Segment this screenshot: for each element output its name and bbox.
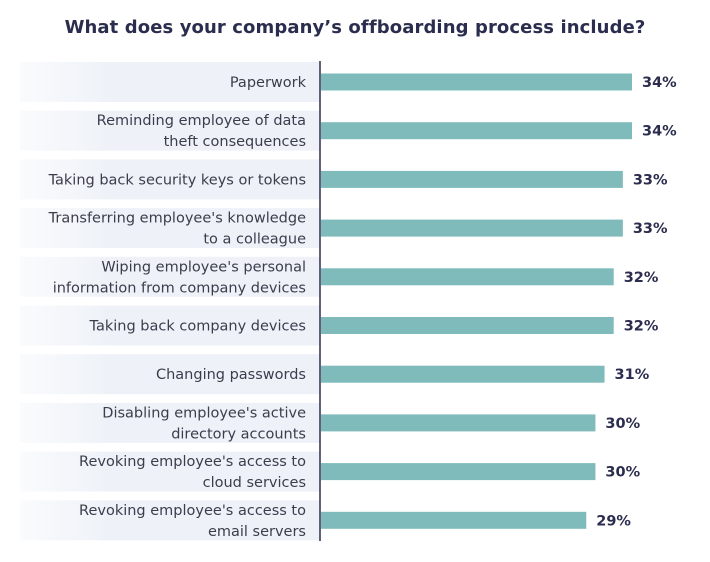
category-label: Wiping employee's personal information fr… xyxy=(53,259,306,296)
category-label-line: Taking back security keys or tokens xyxy=(48,172,306,188)
category-label-line: Paperwork xyxy=(230,75,307,91)
row-background xyxy=(20,159,320,200)
value-label: 31% xyxy=(615,367,650,383)
bar xyxy=(321,511,587,529)
category-label-line: email servers xyxy=(208,524,306,540)
bar xyxy=(321,463,596,481)
bar xyxy=(321,122,632,140)
category-label-line: Wiping employee's personal xyxy=(101,259,306,275)
bar xyxy=(321,268,614,286)
row-background xyxy=(20,354,320,395)
category-label: Taking back company devices xyxy=(89,319,306,335)
row-background xyxy=(20,62,320,102)
value-label: 30% xyxy=(605,465,640,481)
category-label-line: Revoking employee's access to xyxy=(79,454,306,470)
row-background xyxy=(20,402,320,443)
bar xyxy=(321,73,632,91)
value-label: 33% xyxy=(633,221,668,237)
category-label: Taking back security keys or tokens xyxy=(48,172,306,188)
value-label: 34% xyxy=(642,75,677,91)
category-label-line: information from company devices xyxy=(53,280,306,296)
category-label-line: cloud services xyxy=(203,475,306,491)
value-label: 29% xyxy=(596,513,631,529)
bar xyxy=(321,219,623,237)
category-label: Disabling employee's active directory acc… xyxy=(102,405,306,442)
bar xyxy=(321,414,596,432)
bar xyxy=(321,170,623,188)
value-label: 33% xyxy=(633,172,668,188)
category-label-line: to a colleague xyxy=(203,232,306,248)
category-label-line: Disabling employee's active xyxy=(102,405,306,421)
category-label: Changing passwords xyxy=(156,367,306,383)
category-label-line: Taking back company devices xyxy=(89,319,306,335)
category-label: Revoking employee's access to email serve… xyxy=(79,503,306,540)
row-background xyxy=(20,256,320,297)
value-label: 32% xyxy=(624,319,659,335)
row-background xyxy=(20,208,320,249)
row-background xyxy=(20,451,320,492)
value-label: 30% xyxy=(605,416,640,432)
row-background xyxy=(20,500,320,541)
category-label: Paperwork xyxy=(230,75,307,91)
category-label: Reminding employee of data theft conseque… xyxy=(97,113,306,150)
category-label-line: theft consequences xyxy=(164,134,306,150)
value-label: 32% xyxy=(624,270,659,286)
bar xyxy=(321,317,614,334)
value-label: 34% xyxy=(642,124,677,140)
row-background xyxy=(20,305,320,346)
chart-title: What does your company’s offboarding pro… xyxy=(64,17,646,38)
category-label-line: Reminding employee of data xyxy=(97,113,306,129)
category-label: Transferring employee's knowledge to a co… xyxy=(48,211,306,248)
category-label-line: Revoking employee's access to xyxy=(79,503,306,519)
bar xyxy=(321,365,605,383)
category-label-line: directory accounts xyxy=(171,426,306,442)
row-background xyxy=(20,110,320,151)
category-label: Revoking employee's access to cloud servi… xyxy=(79,454,306,491)
category-label-line: Changing passwords xyxy=(156,367,306,383)
category-label-line: Transferring employee's knowledge xyxy=(48,211,306,227)
